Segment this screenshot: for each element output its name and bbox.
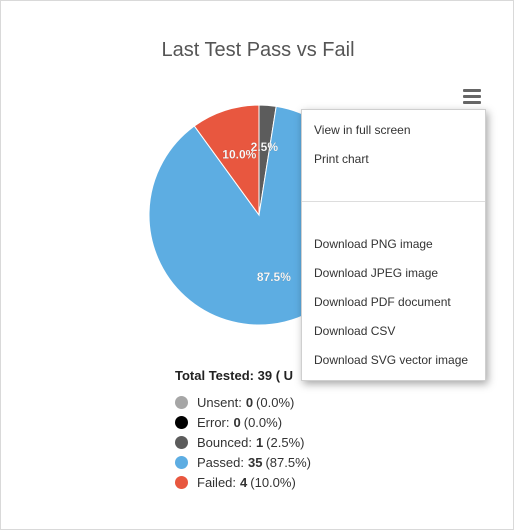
legend-count: 0: [233, 414, 241, 430]
legend-label: Failed:: [197, 474, 237, 490]
legend-dot-passed: [175, 455, 188, 469]
menu-item-download-csv[interactable]: Download CSV: [314, 324, 396, 338]
legend-percent: (10.0%): [250, 474, 296, 490]
total-tested-label: Total Tested:: [175, 368, 254, 383]
legend-count: 4: [240, 474, 248, 490]
menu-item-download-jpeg[interactable]: Download JPEG image: [314, 266, 439, 280]
legend-dot-unsent: [175, 395, 188, 409]
legend-dot-error: [175, 415, 188, 429]
total-tested-suffix: ( U: [275, 368, 294, 383]
legend-percent: (2.5%): [266, 434, 305, 450]
menu-item-download-png[interactable]: Download PNG image: [314, 237, 433, 251]
chart-menu-button[interactable]: [459, 84, 485, 108]
data-label-passed: 87.5%: [257, 270, 291, 284]
chart-title: Last Test Pass vs Fail: [161, 39, 355, 61]
legend-count: 1: [255, 434, 264, 450]
legend-percent: (87.5%): [265, 454, 311, 470]
legend-percent: (0.0%): [243, 414, 283, 430]
legend: Unsent: 0 (0.0%) Error: 0 (0.0%) Bounced…: [175, 392, 311, 492]
legend-label: Passed:: [197, 454, 244, 470]
legend-label: Unsent:: [197, 394, 242, 410]
legend-item-passed[interactable]: Passed: 35 (87.5%): [175, 452, 311, 472]
data-label-bounced: 2.5%: [251, 140, 279, 154]
data-label-failed: 10.0%: [222, 147, 256, 161]
legend-item-unsent[interactable]: Unsent: 0 (0.0%): [175, 392, 311, 412]
legend-count: 35: [247, 454, 263, 470]
chart-context-menu: View in full screen Print chart Download…: [301, 109, 486, 381]
menu-item-view-full-screen[interactable]: View in full screen: [314, 123, 411, 137]
legend-dot-bounced: [175, 435, 188, 449]
menu-separator: [302, 201, 485, 202]
hamburger-icon-bar: [463, 94, 481, 98]
total-tested-value: 39: [257, 368, 273, 383]
menu-item-download-svg[interactable]: Download SVG vector image: [314, 353, 469, 367]
legend-item-error[interactable]: Error: 0 (0.0%): [175, 412, 311, 432]
legend-item-failed[interactable]: Failed: 4 (10.0%): [175, 472, 311, 492]
legend-dot-failed: [175, 475, 188, 489]
legend-item-bounced[interactable]: Bounced: 1 (2.5%): [175, 432, 311, 452]
menu-item-print-chart[interactable]: Print chart: [314, 152, 369, 166]
hamburger-icon-bar: [463, 88, 481, 92]
legend-count: 0: [245, 394, 254, 410]
menu-item-download-pdf[interactable]: Download PDF document: [314, 295, 451, 309]
pie-slice-failed[interactable]: [193, 104, 260, 217]
hamburger-icon-bar: [463, 100, 481, 104]
total-tested-summary: Total Tested: 39 ( U: [175, 368, 293, 383]
legend-label: Error:: [197, 414, 230, 430]
legend-percent: (0.0%): [256, 394, 295, 410]
legend-label: Bounced:: [197, 434, 252, 450]
